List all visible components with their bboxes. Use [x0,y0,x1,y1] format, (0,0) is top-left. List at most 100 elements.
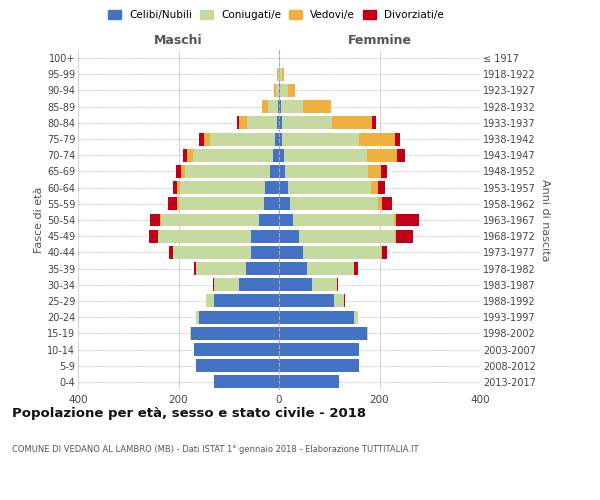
Bar [196,262,247,275]
Bar [247,262,279,275]
Bar [277,116,279,130]
Bar [394,214,396,226]
Bar [206,294,214,308]
Bar [279,214,293,226]
Bar [279,198,290,210]
Text: Maschi: Maschi [154,34,203,46]
Text: Popolazione per età, sesso e stato civile - 2018: Popolazione per età, sesso e stato civil… [12,408,366,420]
Bar [281,68,284,81]
Bar [150,214,160,226]
Bar [288,181,371,194]
Bar [279,262,307,275]
Bar [212,278,214,291]
Bar [274,84,277,97]
Bar [178,181,179,194]
Bar [287,84,295,97]
Bar [355,310,358,324]
Bar [268,100,278,113]
Bar [199,310,279,324]
Bar [181,165,185,178]
Bar [275,132,279,145]
Bar [279,278,311,291]
Legend: Celibi/Nubili, Coniugati/e, Vedovi/e, Divorziati/e: Celibi/Nubili, Coniugati/e, Vedovi/e, Di… [106,8,446,22]
Bar [290,198,378,210]
Bar [279,343,359,356]
Bar [379,181,385,194]
Bar [161,214,259,226]
Bar [279,68,281,81]
Bar [199,132,203,145]
Bar [247,116,277,130]
Bar [277,84,279,97]
Bar [265,181,279,194]
Bar [284,149,367,162]
Bar [169,198,178,210]
Bar [359,132,395,145]
Bar [214,376,279,388]
Bar [311,278,337,291]
Bar [214,278,239,291]
Bar [182,149,187,162]
Bar [344,294,346,308]
Bar [185,165,270,178]
Bar [279,116,281,130]
Bar [332,116,372,130]
Bar [303,100,331,113]
Bar [279,149,284,162]
Bar [178,198,179,210]
Bar [382,246,387,259]
Bar [355,262,358,275]
Bar [196,310,199,324]
Bar [193,149,273,162]
Bar [280,84,287,97]
Bar [337,278,338,291]
Bar [279,359,359,372]
Text: COMUNE DI VEDANO AL LAMBRO (MB) - Dati ISTAT 1° gennaio 2018 - Elaborazione TUTT: COMUNE DI VEDANO AL LAMBRO (MB) - Dati I… [12,445,419,454]
Bar [285,165,368,178]
Bar [196,359,279,372]
Bar [176,165,181,178]
Text: Femmine: Femmine [347,34,412,46]
Bar [239,116,247,130]
Bar [382,198,392,210]
Bar [190,327,191,340]
Bar [371,181,379,194]
Bar [279,165,285,178]
Bar [237,116,239,130]
Bar [262,100,268,113]
Bar [279,230,299,242]
Bar [251,246,279,259]
Bar [277,68,278,81]
Bar [173,246,251,259]
Bar [278,68,279,81]
Bar [367,149,397,162]
Bar [279,310,355,324]
Bar [281,116,332,130]
Bar [214,294,279,308]
Bar [279,132,281,145]
Bar [191,327,279,340]
Bar [160,214,161,226]
Bar [264,198,279,210]
Bar [395,230,413,242]
Bar [149,230,158,242]
Bar [396,214,419,226]
Bar [158,230,251,242]
Bar [194,262,196,275]
Bar [303,246,381,259]
Bar [279,294,334,308]
Bar [187,149,193,162]
Bar [395,132,400,145]
Bar [279,376,340,388]
Bar [334,294,344,308]
Bar [281,100,303,113]
Bar [378,198,382,210]
Bar [279,327,367,340]
Bar [239,278,279,291]
Bar [270,165,279,178]
Bar [367,327,368,340]
Bar [380,165,386,178]
Bar [307,262,355,275]
Y-axis label: Fasce di età: Fasce di età [34,187,44,253]
Bar [281,132,359,145]
